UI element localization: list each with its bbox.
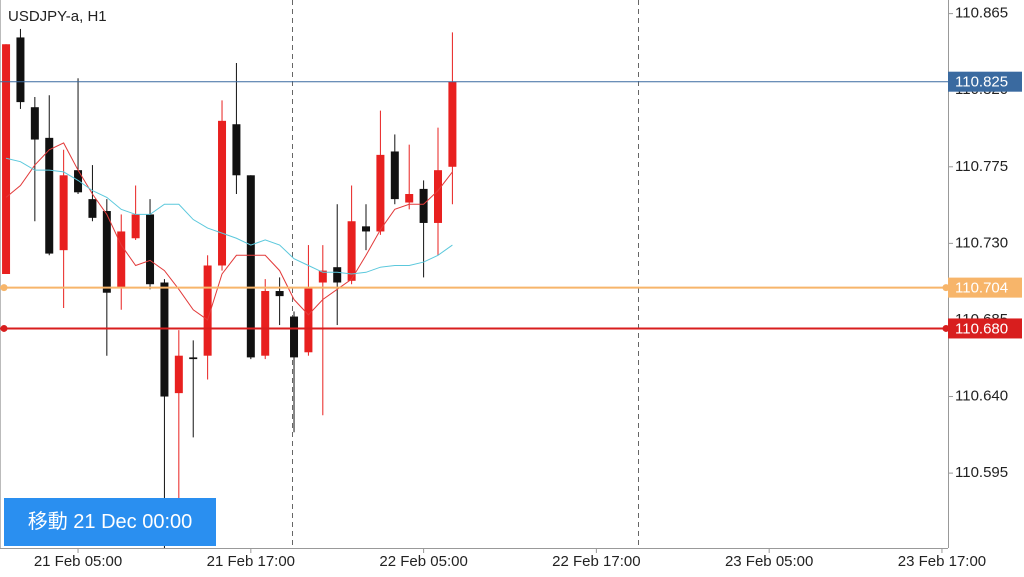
level-label: 110.825 bbox=[955, 74, 1008, 91]
y-tick-label: 110.640 bbox=[955, 388, 1008, 405]
candle-body bbox=[74, 170, 83, 193]
x-tick-label: 21 Feb 17:00 bbox=[207, 553, 295, 570]
level-label: 110.704 bbox=[955, 280, 1008, 297]
candle-body bbox=[146, 214, 155, 285]
candle-body bbox=[30, 107, 39, 140]
y-tick-label: 110.730 bbox=[955, 234, 1008, 251]
x-tick-label: 22 Feb 17:00 bbox=[552, 553, 640, 570]
level-handle bbox=[942, 324, 950, 332]
level-label: 110.680 bbox=[955, 320, 1008, 337]
y-tick-label: 110.865 bbox=[955, 5, 1008, 22]
candle-body bbox=[2, 44, 11, 275]
level-label-bg bbox=[948, 318, 1022, 339]
candle-body bbox=[102, 211, 111, 293]
candle-body bbox=[117, 231, 126, 288]
candle-body bbox=[88, 199, 97, 218]
candle-body bbox=[362, 226, 371, 232]
candle-body bbox=[390, 151, 399, 200]
y-tick-label: 110.595 bbox=[955, 464, 1008, 481]
chart-title: USDJPY-a, H1 bbox=[8, 8, 107, 25]
candle-body bbox=[419, 188, 428, 223]
candle-body bbox=[318, 270, 327, 283]
x-tick-label: 22 Feb 05:00 bbox=[379, 553, 467, 570]
candle-body bbox=[45, 137, 54, 254]
candle-body bbox=[376, 154, 385, 232]
candle-body bbox=[333, 267, 342, 283]
candle-body bbox=[405, 194, 414, 203]
moving-average bbox=[5, 157, 453, 275]
level-handle bbox=[942, 284, 950, 292]
candle-body bbox=[174, 355, 183, 394]
y-tick-label: 110.775 bbox=[955, 158, 1008, 175]
candle-body bbox=[203, 265, 212, 356]
candle-body bbox=[261, 291, 270, 356]
candle-body bbox=[232, 124, 241, 176]
navigate-button[interactable]: 移動 21 Dec 00:00 bbox=[4, 498, 216, 546]
candle-body bbox=[347, 221, 356, 281]
candle-body bbox=[246, 175, 255, 358]
x-tick-label: 23 Feb 17:00 bbox=[898, 553, 986, 570]
level-handle bbox=[0, 324, 8, 332]
moving-average bbox=[5, 142, 453, 321]
x-tick-label: 23 Feb 05:00 bbox=[725, 553, 813, 570]
candle-body bbox=[160, 282, 169, 397]
candle-body bbox=[275, 291, 284, 297]
candle-body bbox=[59, 175, 68, 251]
candle-body bbox=[131, 214, 140, 239]
candle-body bbox=[448, 81, 457, 167]
candle-body bbox=[16, 37, 25, 103]
candle-body bbox=[304, 287, 313, 353]
candle-body bbox=[218, 120, 227, 266]
candle-body bbox=[434, 170, 443, 223]
candle-body bbox=[290, 316, 299, 358]
candle-body bbox=[189, 357, 198, 360]
level-label-bg bbox=[948, 277, 1022, 298]
level-label-bg bbox=[948, 71, 1022, 92]
level-handle bbox=[0, 284, 8, 292]
x-tick-label: 21 Feb 05:00 bbox=[34, 553, 122, 570]
